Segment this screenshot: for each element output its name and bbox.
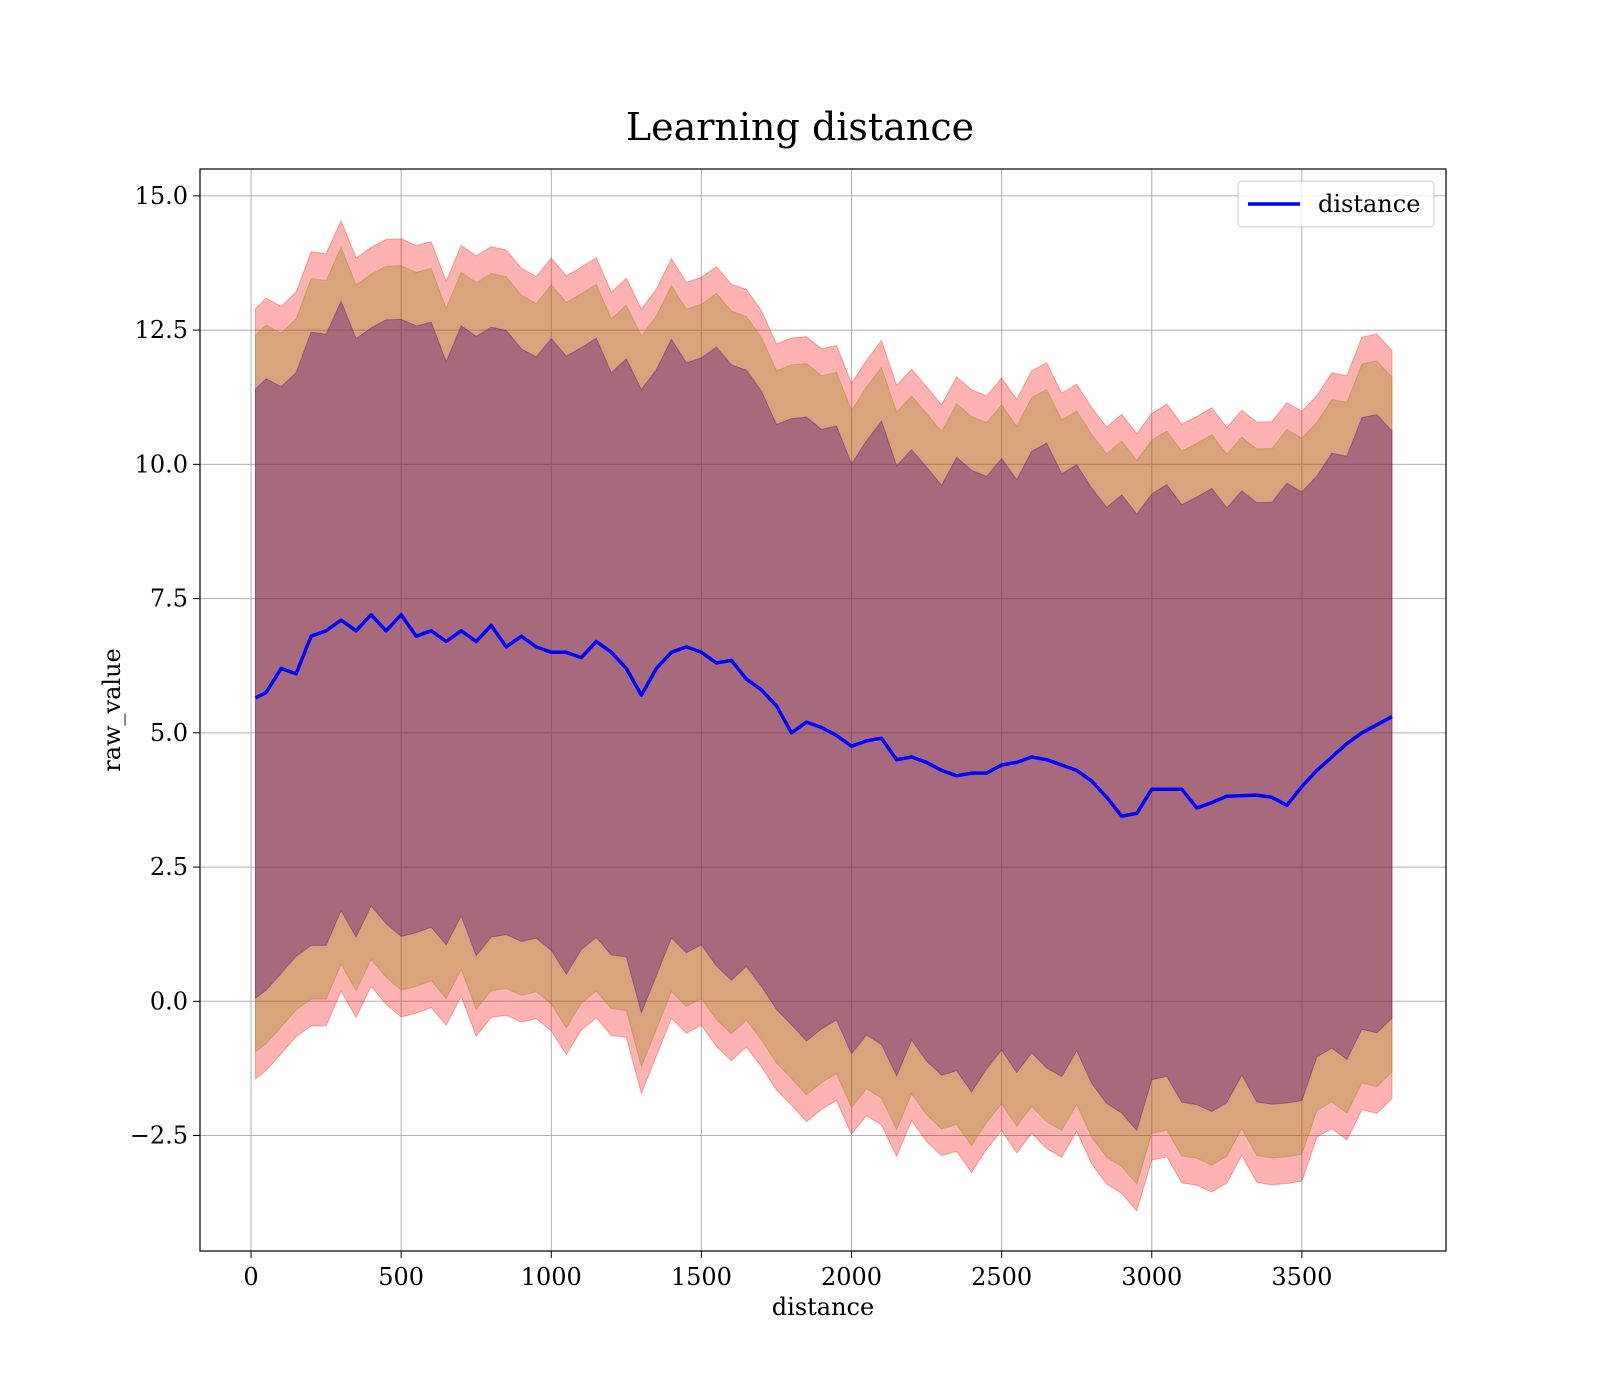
y-tick-label: 10.0 bbox=[135, 450, 188, 478]
grid bbox=[200, 169, 1446, 1251]
y-axis-label: raw_value bbox=[98, 648, 126, 772]
y-tick-label: 0.0 bbox=[150, 987, 188, 1015]
confidence-bands bbox=[255, 219, 1393, 1212]
band-outer bbox=[255, 219, 1393, 1212]
legend-box bbox=[1237, 180, 1435, 228]
plot-frame bbox=[199, 168, 1447, 1252]
y-tick-label: 12.5 bbox=[135, 316, 188, 344]
x-tick-label: 0 bbox=[243, 1263, 258, 1291]
x-tick-label: 2500 bbox=[971, 1263, 1032, 1291]
y-tick-label: 15.0 bbox=[135, 182, 188, 210]
y-tick-label: 2.5 bbox=[150, 853, 188, 881]
x-axis-label: distance bbox=[772, 1293, 874, 1321]
band-inner bbox=[255, 299, 1393, 1132]
series-layer bbox=[254, 612, 1393, 818]
x-tick-label: 1000 bbox=[521, 1263, 582, 1291]
chart-title: Learning distance bbox=[626, 105, 974, 149]
y-tick-label: −2.5 bbox=[130, 1122, 188, 1150]
x-tick-label: 3500 bbox=[1271, 1263, 1332, 1291]
x-axis: 0 500 1000 1500 2000 2500 3000 3500 bbox=[243, 1251, 1332, 1291]
x-tick-label: 500 bbox=[378, 1263, 424, 1291]
x-tick-label: 1500 bbox=[671, 1263, 732, 1291]
x-tick-label: 2000 bbox=[821, 1263, 882, 1291]
legend-label: distance bbox=[1318, 190, 1420, 218]
band-middle bbox=[255, 246, 1393, 1186]
y-tick-label: 5.0 bbox=[150, 719, 188, 747]
y-axis: −2.5 0.0 2.5 5.0 7.5 10.0 12.5 15.0 bbox=[130, 182, 200, 1150]
x-tick-label: 3000 bbox=[1121, 1263, 1182, 1291]
y-tick-label: 7.5 bbox=[150, 585, 188, 613]
legend: distance bbox=[1237, 180, 1435, 228]
series-line-distance bbox=[254, 612, 1393, 818]
